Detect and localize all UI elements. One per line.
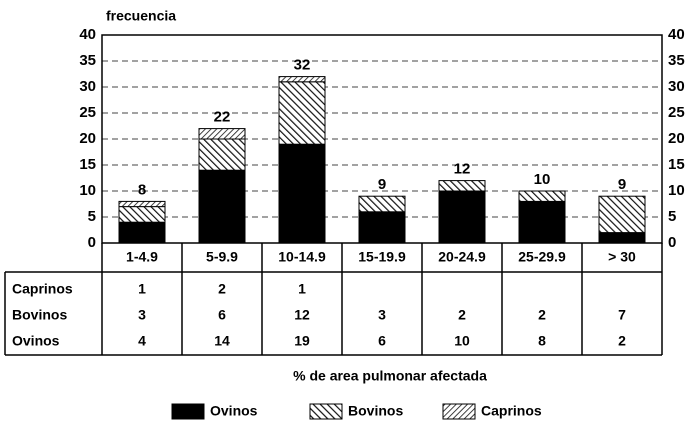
table-cell: 12	[294, 307, 310, 323]
table-cell: 4	[138, 333, 146, 349]
table-cell: 8	[538, 333, 546, 349]
table-cell: 3	[138, 307, 146, 323]
y2-tick-label: 30	[668, 78, 685, 95]
y-tick-label: 10	[79, 182, 96, 199]
total-label: 8	[138, 181, 146, 198]
x-axis-title: % de area pulmonar afectada	[293, 368, 487, 384]
table-row-name: Bovinos	[12, 307, 67, 323]
x-tick-label: 5-9.9	[206, 249, 238, 265]
bar-segment	[278, 76, 326, 83]
table-row-name: Ovinos	[12, 333, 60, 349]
table-cell: 1	[138, 281, 146, 297]
total-label: 22	[214, 109, 231, 126]
bar-segment	[358, 195, 406, 213]
table-cell: 19	[294, 333, 310, 349]
legend-swatch	[309, 403, 343, 420]
total-label: 32	[294, 57, 311, 74]
table-cell: 14	[214, 333, 230, 349]
y-tick-label: 15	[79, 156, 96, 173]
legend-label: Ovinos	[210, 403, 258, 419]
bar-segment	[518, 200, 566, 244]
y2-tick-label: 5	[668, 208, 676, 225]
bar-segment	[438, 180, 486, 192]
x-tick-label: 10-14.9	[278, 249, 326, 265]
y2-tick-label: 0	[668, 234, 676, 251]
x-tick-label: 1-4.9	[126, 249, 158, 265]
total-label: 9	[618, 176, 626, 193]
bar-segment	[118, 200, 166, 208]
y-tick-label: 35	[79, 52, 96, 69]
legend-label: Caprinos	[481, 403, 542, 419]
table-cell: 2	[538, 307, 546, 323]
table-cell: 3	[378, 307, 386, 323]
bar-segment	[198, 128, 246, 140]
bar-segment	[198, 169, 246, 244]
y-tick-label: 25	[79, 104, 96, 121]
x-tick-label: 25-29.9	[518, 249, 566, 265]
bar-segment	[278, 143, 326, 244]
table-cell: 1	[298, 281, 306, 297]
table-cell: 6	[378, 333, 386, 349]
y-tick-label: 20	[79, 130, 96, 147]
table-cell: 6	[218, 307, 226, 323]
y-tick-label: 40	[79, 26, 96, 43]
y-tick-label: 5	[88, 208, 96, 225]
x-tick-label: 20-24.9	[438, 249, 486, 265]
legend-swatch	[171, 403, 205, 420]
y2-tick-label: 35	[668, 52, 685, 69]
bar-segment	[118, 206, 166, 223]
bar-segment	[358, 211, 406, 244]
table-cell: 2	[458, 307, 466, 323]
y2-tick-label: 20	[668, 130, 685, 147]
table-cell: 10	[454, 333, 470, 349]
table-cell: 7	[618, 307, 626, 323]
legend-label: Bovinos	[348, 403, 403, 419]
table-row-name: Caprinos	[12, 281, 73, 297]
x-tick-label: 15-19.9	[358, 249, 406, 265]
y2-tick-label: 25	[668, 104, 685, 121]
bar-segment	[518, 190, 566, 202]
total-label: 12	[454, 161, 471, 178]
y2-tick-label: 40	[668, 26, 685, 43]
bar-segment	[438, 190, 486, 244]
bar-segment	[198, 138, 246, 171]
table-cell: 2	[618, 333, 626, 349]
y2-tick-label: 10	[668, 182, 685, 199]
y-axis-title: frecuencia	[106, 8, 176, 24]
bar-segment	[598, 195, 646, 234]
x-tick-label: > 30	[608, 249, 636, 265]
y2-tick-label: 15	[668, 156, 685, 173]
bar-segment	[598, 232, 646, 244]
y-tick-label: 0	[88, 234, 96, 251]
total-label: 10	[534, 171, 551, 188]
y-tick-label: 30	[79, 78, 96, 95]
table-cell: 2	[218, 281, 226, 297]
legend-swatch	[442, 403, 476, 420]
bar-segment	[278, 81, 326, 145]
bar-segment	[118, 221, 166, 244]
total-label: 9	[378, 176, 386, 193]
